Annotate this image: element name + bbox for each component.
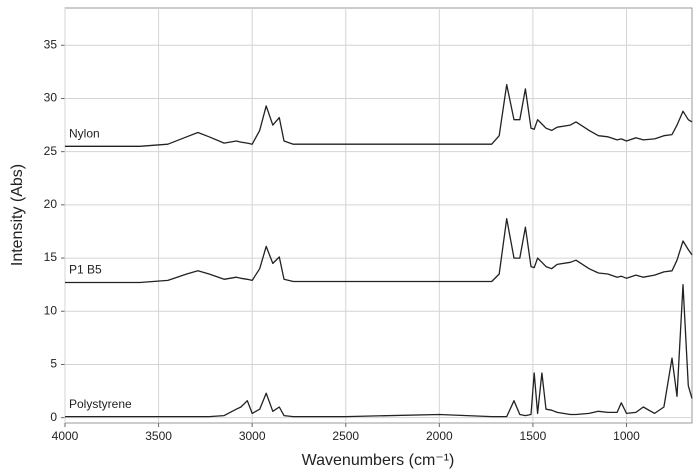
y-tick-label: 20 (44, 197, 58, 211)
series-line (65, 83, 693, 147)
x-tick-label: 4000 (52, 429, 79, 443)
y-tick-label: 5 (50, 357, 57, 371)
y-tick-label: 30 (44, 91, 58, 105)
series-label: Nylon (69, 127, 100, 141)
x-tick-label: 2500 (332, 429, 359, 443)
y-tick-label: 10 (44, 303, 58, 317)
x-tick-label: 3000 (239, 429, 266, 443)
series-label: P1 B5 (69, 263, 102, 277)
y-tick-label: 15 (44, 250, 58, 264)
series-label: Polystyrene (69, 397, 132, 411)
y-axis-label: Intensity (Abs) (9, 164, 26, 266)
series-line (65, 218, 693, 284)
x-tick-label: 3500 (145, 429, 172, 443)
x-tick-label: 2000 (426, 429, 453, 443)
y-tick-label: 0 (50, 410, 57, 424)
x-axis-label: Wavenumbers (cm⁻¹) (302, 452, 455, 469)
x-tick-label: 1000 (613, 429, 640, 443)
x-tick-label: 1500 (520, 429, 547, 443)
y-tick-label: 35 (44, 37, 58, 51)
y-tick-label: 25 (44, 144, 58, 158)
plot-area (64, 7, 693, 424)
series-line (65, 284, 693, 418)
